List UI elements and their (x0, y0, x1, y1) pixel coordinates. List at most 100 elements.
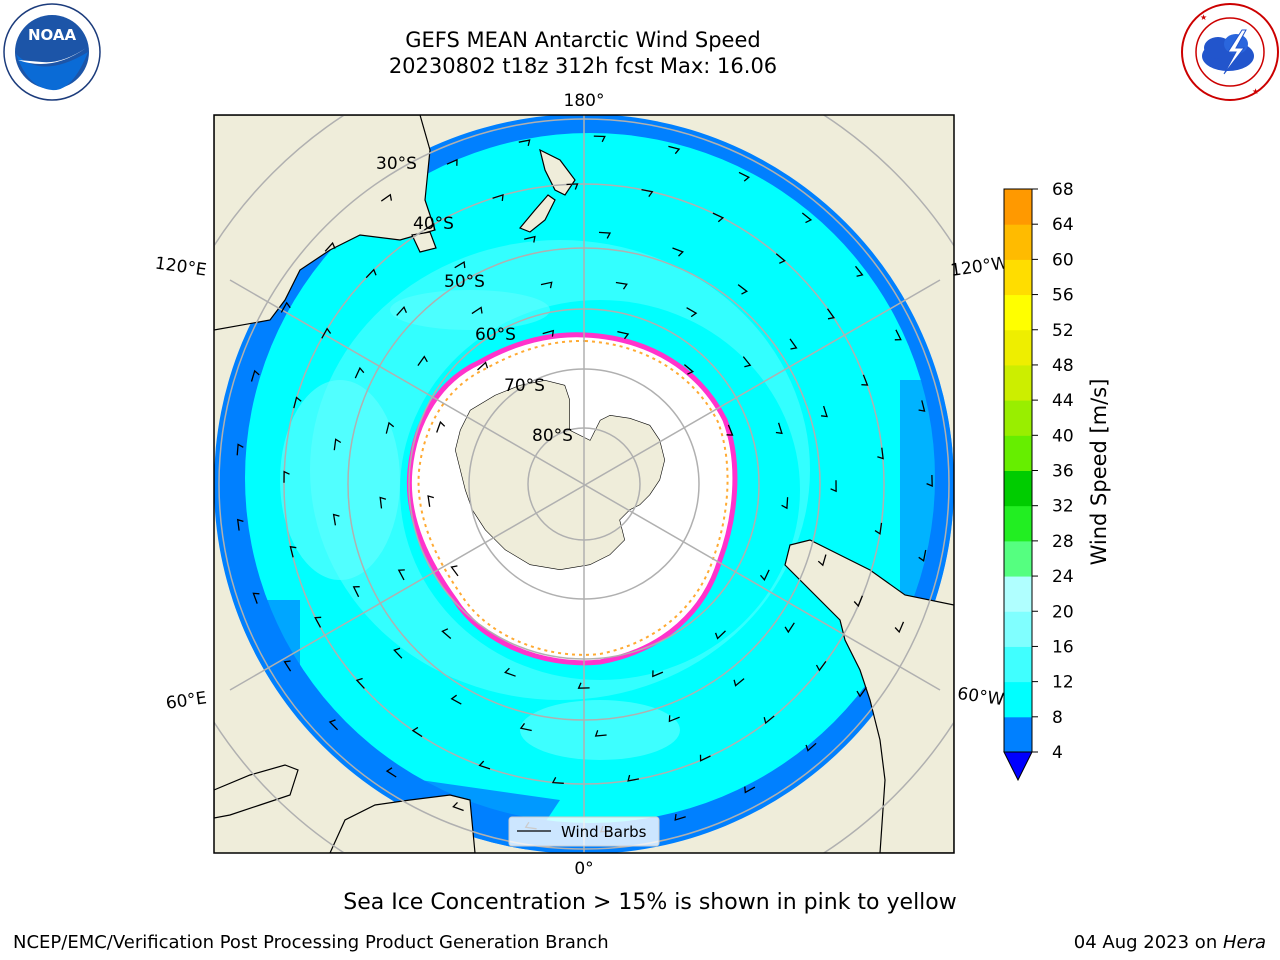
colorbar-segment (1004, 435, 1032, 471)
graticule (214, 115, 954, 853)
wind-barb (518, 139, 531, 147)
wind-barb (379, 496, 387, 509)
colorbar-tick-label: 56 (1052, 286, 1074, 306)
map-area (214, 115, 954, 853)
wind-barb (856, 687, 867, 698)
wind-barb (289, 545, 297, 558)
wind-barb (861, 374, 869, 386)
wind-barb (424, 223, 436, 231)
colorbar-tick-label: 60 (1052, 250, 1074, 270)
wind-barb (450, 694, 462, 705)
wind-barb (615, 281, 628, 290)
colorbar-tick-label: 64 (1052, 215, 1074, 235)
colorbar-segment (1004, 681, 1032, 718)
wind-barb (504, 667, 516, 677)
wind-barb (236, 518, 244, 531)
wind-barb (815, 661, 827, 672)
legend-label: Wind Barbs (561, 823, 647, 841)
wind-barb (744, 786, 756, 794)
footer-credit: NCEP/EMC/Verification Post Processing Pr… (13, 932, 609, 953)
colorbar-segment (1004, 224, 1032, 260)
colorbar-tick-label: 20 (1052, 602, 1074, 622)
colorbar-tick-label: 68 (1052, 180, 1074, 200)
wind-barb (853, 595, 864, 608)
wind-barb (385, 421, 395, 434)
wind-barb (436, 420, 446, 433)
wind-barb (714, 630, 726, 640)
wind-barb (826, 308, 836, 320)
colorbar-segment (1004, 189, 1032, 225)
wind-barb (396, 306, 407, 316)
wind-barb (354, 366, 365, 379)
wind-barb (821, 405, 828, 418)
wind-barb (333, 438, 342, 451)
lon-label-60w: 60°W (956, 684, 1005, 710)
noaa-logo: NOAA (3, 3, 101, 101)
wind-barb (674, 814, 686, 821)
wind-barb (551, 776, 564, 784)
wind-barb (683, 364, 694, 375)
wind-barb (733, 678, 745, 687)
wind-barb (417, 355, 428, 366)
wind-barb (352, 586, 360, 598)
colorbar-segment (1004, 400, 1032, 436)
lat-label-30s: 30°S (376, 154, 417, 174)
wind-barb (542, 329, 555, 337)
wind-barb (627, 774, 640, 782)
footer-date-text: 04 Aug 2023 on (1073, 932, 1223, 953)
wind-barb (427, 495, 434, 507)
wind-barb (283, 660, 292, 672)
wind-barb (668, 145, 681, 155)
colorbar-tick-label: 32 (1052, 497, 1074, 517)
map-title: GEFS MEAN Antarctic Wind Speed (405, 28, 761, 52)
wind-barb (805, 742, 817, 752)
wind-barb (763, 715, 775, 725)
wind-barb (293, 396, 302, 409)
map-subtitle: 20230802 t18z 312h fcst Max: 16.06 (388, 54, 778, 78)
colorbar-tick-label: 36 (1052, 462, 1074, 482)
wind-barb (668, 715, 680, 723)
wind-barb (250, 369, 260, 382)
colorbar-segment (1004, 576, 1032, 612)
footer-host: Hera (1222, 932, 1266, 953)
wind-barb (328, 719, 339, 731)
wind-barb (617, 330, 630, 340)
wind-barb (726, 424, 734, 436)
colorbar-segment (1004, 646, 1032, 683)
wind-barb (385, 767, 397, 778)
wind-barb (737, 284, 748, 295)
wind-barb (594, 730, 607, 737)
colorbar-tick-label: 52 (1052, 321, 1074, 341)
colorbar-segment (1004, 294, 1032, 331)
wind-barb (593, 135, 606, 143)
wind-barb (397, 569, 405, 581)
colorbar-segment (1004, 611, 1032, 647)
coastlines (214, 115, 954, 853)
lon-label-120e: 120°E (154, 254, 208, 281)
wind-barb (314, 616, 322, 628)
wind-barb (577, 682, 590, 689)
lat-label-50s: 50°S (444, 272, 485, 292)
wind-barb (918, 400, 926, 412)
colorbar-extend-arrow (1003, 751, 1033, 782)
wind-barb (321, 327, 332, 339)
wind-barb (441, 628, 452, 639)
colorbar-tick-label: 16 (1052, 637, 1074, 657)
wind-barb (874, 522, 883, 535)
wind-barb (365, 268, 377, 279)
colorbar-tick-label: 12 (1052, 673, 1074, 693)
wind-barb (478, 760, 491, 770)
svg-text:★: ★ (1200, 13, 1207, 22)
lat-label-40s: 40°S (413, 214, 454, 234)
colorbar-segment (1004, 329, 1032, 366)
wind-barb (760, 569, 770, 581)
wind-barb (877, 447, 884, 460)
wind-barb (641, 188, 654, 197)
wind-barb (775, 253, 786, 264)
wind-barb (332, 513, 340, 526)
wind-barb (742, 356, 752, 368)
wind-barb (801, 212, 813, 224)
wind-barb (477, 361, 489, 371)
footer-date: 04 Aug 2023 on Hera (1074, 932, 1266, 953)
wind-barb (280, 301, 291, 313)
